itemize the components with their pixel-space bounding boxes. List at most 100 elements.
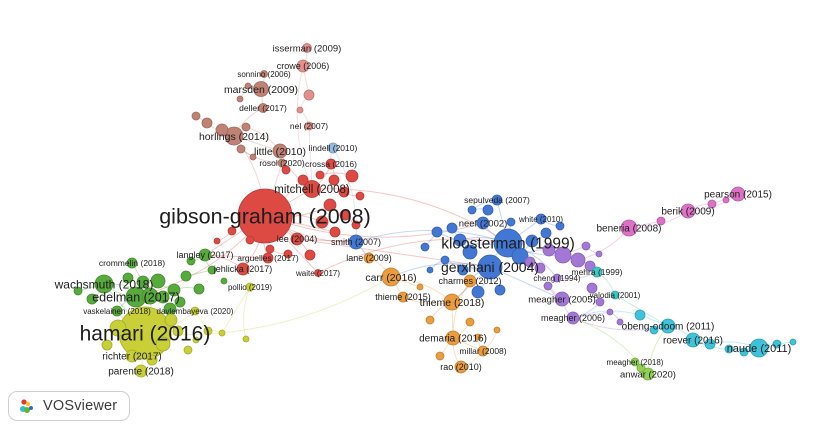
- node[interactable]: [180, 270, 192, 282]
- node-dem[interactable]: [445, 330, 461, 346]
- node-iss[interactable]: [302, 43, 312, 53]
- node[interactable]: [722, 196, 730, 204]
- node[interactable]: [220, 277, 228, 285]
- node-pea[interactable]: [730, 186, 746, 202]
- node[interactable]: [109, 319, 127, 337]
- node[interactable]: [570, 252, 586, 268]
- node[interactable]: [245, 235, 255, 245]
- node[interactable]: [355, 191, 365, 201]
- node[interactable]: [283, 249, 293, 259]
- node-obe[interactable]: [660, 318, 676, 334]
- node[interactable]: [101, 339, 113, 351]
- node-rao[interactable]: [454, 360, 468, 374]
- node-wai[interactable]: [314, 269, 322, 277]
- node-gib[interactable]: [237, 188, 293, 244]
- node[interactable]: [704, 338, 716, 350]
- node-arg[interactable]: [262, 252, 274, 264]
- node-mit[interactable]: [303, 180, 321, 198]
- node[interactable]: [586, 282, 598, 294]
- node-jeh[interactable]: [236, 262, 250, 276]
- node[interactable]: [471, 285, 485, 299]
- node[interactable]: [634, 309, 646, 321]
- node-meh[interactable]: [591, 266, 603, 278]
- node[interactable]: [150, 273, 166, 289]
- node-dav[interactable]: [190, 306, 200, 316]
- node[interactable]: [426, 266, 434, 274]
- node-mil[interactable]: [477, 345, 489, 357]
- node[interactable]: [315, 170, 325, 180]
- node[interactable]: [420, 242, 430, 252]
- node[interactable]: [192, 336, 200, 344]
- node[interactable]: [265, 244, 275, 254]
- node[interactable]: [183, 345, 193, 355]
- node[interactable]: [146, 354, 158, 366]
- node[interactable]: [542, 243, 556, 257]
- node-anw[interactable]: [641, 367, 655, 381]
- node[interactable]: [339, 209, 351, 221]
- node[interactable]: [227, 226, 237, 236]
- node-crm[interactable]: [126, 257, 138, 269]
- node-th15[interactable]: [397, 291, 409, 303]
- node-par[interactable]: [134, 364, 148, 378]
- node[interactable]: [440, 255, 450, 265]
- node[interactable]: [249, 153, 257, 161]
- node[interactable]: [218, 329, 226, 337]
- node-cra[interactable]: [325, 158, 337, 170]
- node[interactable]: [164, 313, 178, 327]
- node-car[interactable]: [381, 267, 401, 287]
- node[interactable]: [156, 290, 170, 304]
- node[interactable]: [534, 262, 546, 274]
- node[interactable]: [203, 326, 213, 336]
- node-cro[interactable]: [296, 59, 310, 73]
- node-che[interactable]: [552, 273, 562, 283]
- node-wac[interactable]: [94, 274, 114, 294]
- node[interactable]: [244, 82, 252, 90]
- node[interactable]: [236, 144, 246, 154]
- node[interactable]: [323, 198, 337, 212]
- node-val[interactable]: [610, 290, 620, 300]
- node[interactable]: [482, 204, 494, 216]
- node[interactable]: [303, 89, 315, 101]
- node[interactable]: [494, 284, 506, 296]
- node-smi[interactable]: [348, 234, 364, 250]
- node[interactable]: [543, 281, 553, 291]
- node-ben[interactable]: [620, 219, 638, 237]
- node[interactable]: [656, 216, 666, 226]
- node[interactable]: [457, 264, 469, 276]
- node-lne[interactable]: [363, 252, 375, 264]
- node[interactable]: [236, 95, 244, 103]
- node[interactable]: [453, 233, 467, 247]
- node-th18[interactable]: [443, 293, 461, 311]
- node[interactable]: [213, 237, 221, 245]
- node[interactable]: [297, 174, 309, 186]
- node[interactable]: [707, 199, 717, 209]
- node[interactable]: [329, 226, 341, 238]
- node[interactable]: [649, 325, 659, 335]
- node[interactable]: [584, 260, 596, 272]
- node-son[interactable]: [260, 70, 268, 78]
- node-lee[interactable]: [290, 232, 304, 246]
- node-roe[interactable]: [685, 332, 701, 348]
- node-lan[interactable]: [198, 248, 212, 262]
- node[interactable]: [86, 293, 98, 305]
- node[interactable]: [616, 318, 624, 326]
- node-nau[interactable]: [749, 338, 769, 358]
- node-ber[interactable]: [680, 203, 696, 219]
- node[interactable]: [416, 283, 424, 291]
- node-lin[interactable]: [327, 142, 339, 154]
- node[interactable]: [435, 351, 445, 361]
- node[interactable]: [540, 227, 552, 239]
- node-ric[interactable]: [125, 349, 139, 363]
- node[interactable]: [493, 326, 501, 334]
- node-lit[interactable]: [272, 143, 288, 159]
- node[interactable]: [739, 347, 749, 357]
- node[interactable]: [465, 317, 475, 327]
- node[interactable]: [241, 122, 251, 132]
- node[interactable]: [338, 186, 350, 198]
- node-me18[interactable]: [630, 357, 640, 367]
- node[interactable]: [789, 338, 797, 346]
- node[interactable]: [167, 283, 181, 297]
- node[interactable]: [425, 315, 435, 325]
- node[interactable]: [328, 174, 340, 186]
- node[interactable]: [215, 123, 229, 137]
